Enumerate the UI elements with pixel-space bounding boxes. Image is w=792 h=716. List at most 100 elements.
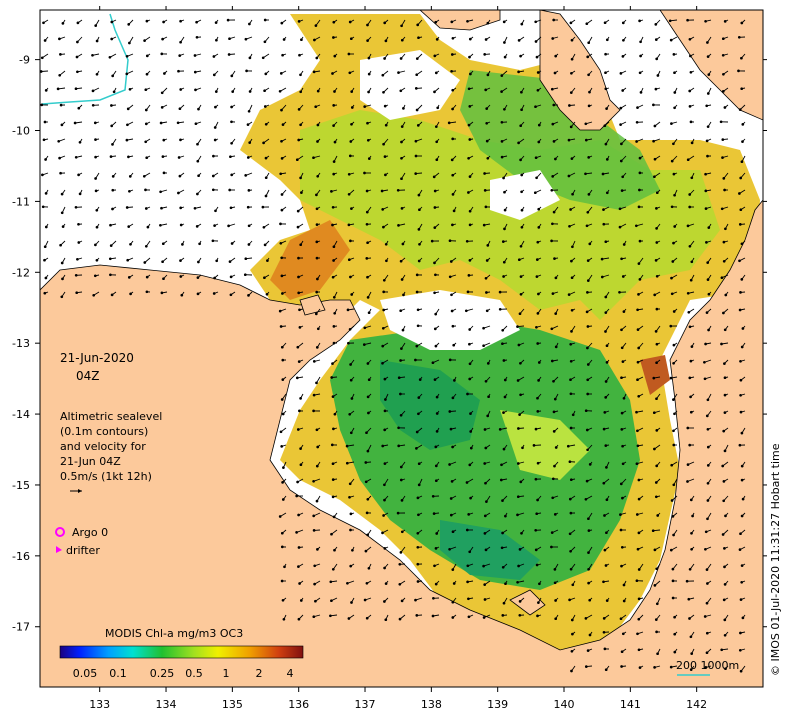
velocity-vector-head	[654, 481, 658, 484]
velocity-vector-head	[620, 665, 623, 668]
velocity-vector-head	[618, 207, 622, 211]
velocity-vector-head	[484, 38, 488, 41]
velocity-vector-head	[689, 70, 693, 74]
velocity-vector-head	[299, 123, 302, 127]
velocity-vector-head	[502, 359, 506, 362]
velocity-vector-head	[652, 376, 656, 380]
velocity-vector-head	[721, 37, 725, 41]
velocity-vector-head	[331, 395, 335, 398]
velocity-vector-head	[536, 396, 539, 400]
velocity-vector-head	[654, 618, 658, 621]
velocity-vector-head	[177, 69, 180, 73]
velocity-vector-head	[569, 378, 572, 382]
velocity-vector-head	[366, 449, 370, 453]
velocity-vector-head	[282, 617, 286, 621]
lon-tick-label: 133	[89, 698, 110, 711]
velocity-vector-head	[584, 497, 588, 501]
velocity-vector-head	[128, 175, 132, 178]
velocity-vector-head	[690, 260, 694, 264]
velocity-vector-head	[519, 480, 523, 484]
velocity-vector-head	[178, 174, 182, 178]
velocity-vector-head	[723, 411, 727, 414]
velocity-vector-head	[638, 171, 642, 175]
velocity-vector-head	[587, 73, 590, 77]
velocity-vector-head	[635, 410, 638, 414]
velocity-vector-head	[468, 550, 472, 554]
velocity-vector-head	[414, 87, 418, 90]
velocity-vector-head	[620, 328, 623, 332]
velocity-vector-head	[74, 273, 78, 277]
velocity-vector-head	[177, 191, 180, 195]
velocity-vector-head	[584, 409, 588, 413]
velocity-vector-head	[500, 546, 504, 550]
velocity-vector-head	[312, 70, 316, 74]
velocity-vector-head	[111, 143, 114, 146]
velocity-vector-head	[263, 105, 267, 108]
velocity-vector-head	[468, 377, 472, 381]
velocity-vector-head	[416, 545, 420, 549]
velocity-vector-head	[163, 72, 166, 75]
velocity-vector-head	[179, 138, 182, 142]
velocity-vector-head	[396, 511, 400, 515]
velocity-vector-head	[316, 327, 320, 331]
velocity-vector-head	[366, 121, 369, 125]
velocity-vector-head	[518, 548, 522, 551]
lon-tick-label: 137	[355, 698, 376, 711]
velocity-vector-head	[400, 177, 403, 181]
velocity-vector-head	[296, 345, 300, 349]
colorbar-tick-label: 0.1	[109, 667, 127, 680]
velocity-vector-head	[194, 88, 197, 92]
velocity-vector-head	[281, 292, 284, 295]
velocity-vector-head	[637, 497, 641, 501]
velocity-vector-head	[688, 205, 692, 209]
velocity-vector-head	[568, 598, 571, 602]
velocity-vector-head	[670, 292, 674, 296]
velocity-vector-head	[566, 444, 570, 448]
velocity-vector-head	[365, 616, 369, 620]
velocity-vector-head	[637, 568, 641, 571]
velocity-vector-head	[500, 90, 503, 93]
velocity-vector-head	[723, 376, 727, 380]
velocity-vector-head	[316, 445, 320, 449]
velocity-vector-head	[366, 296, 370, 299]
velocity-vector-head	[486, 362, 490, 365]
velocity-vector-head	[520, 225, 524, 229]
velocity-vector-head	[331, 205, 335, 209]
lon-tick-label: 138	[421, 698, 442, 711]
velocity-vector-head	[417, 193, 421, 197]
velocity-vector-head	[686, 158, 690, 162]
velocity-vector-head	[109, 244, 113, 247]
velocity-vector-head	[605, 466, 608, 469]
velocity-vector-head	[92, 293, 96, 297]
velocity-vector-head	[367, 72, 371, 76]
velocity-vector-head	[414, 358, 417, 362]
velocity-vector-head	[42, 21, 45, 25]
velocity-vectors	[40, 18, 746, 673]
velocity-vector-head	[42, 138, 46, 142]
velocity-vector-head	[482, 326, 485, 330]
velocity-vector-head	[704, 547, 707, 551]
velocity-vector-head	[707, 292, 711, 296]
velocity-vector-head	[706, 92, 710, 95]
velocity-vector-head	[297, 360, 301, 363]
colorbar-tick-label: 0.25	[150, 667, 175, 680]
velocity-vector-head	[211, 239, 215, 243]
velocity-vector-head	[465, 239, 469, 243]
velocity-vector-head	[705, 104, 709, 108]
velocity-vector-head	[213, 276, 216, 280]
velocity-vector-head	[636, 444, 640, 448]
velocity-vector-head	[297, 20, 301, 23]
velocity-vector-head	[738, 308, 742, 312]
velocity-vector-head	[588, 633, 592, 637]
velocity-vector-head	[331, 495, 335, 499]
velocity-vector-head	[571, 245, 574, 249]
velocity-vector-head	[332, 104, 336, 107]
velocity-vector-head	[417, 412, 420, 416]
velocity-vector-head	[365, 511, 369, 515]
velocity-vector-head	[56, 87, 60, 91]
velocity-vector-head	[416, 562, 420, 566]
velocity-vector-head	[689, 54, 692, 58]
velocity-vector-head	[519, 275, 523, 278]
velocity-vector-head	[537, 601, 540, 604]
velocity-vector-head	[179, 223, 183, 227]
